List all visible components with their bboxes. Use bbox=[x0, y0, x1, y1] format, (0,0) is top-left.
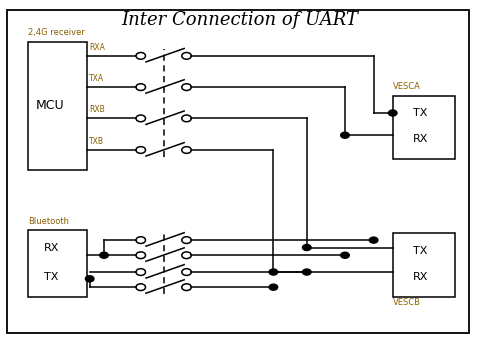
Text: TX: TX bbox=[44, 272, 59, 282]
Circle shape bbox=[302, 269, 311, 275]
Circle shape bbox=[388, 110, 397, 116]
Text: RXB: RXB bbox=[89, 105, 105, 114]
Text: RX: RX bbox=[413, 272, 428, 282]
Circle shape bbox=[341, 132, 349, 138]
Text: VESCB: VESCB bbox=[393, 298, 420, 307]
Circle shape bbox=[302, 244, 311, 251]
Circle shape bbox=[100, 252, 108, 258]
Text: RX: RX bbox=[44, 243, 59, 253]
Text: VESCA: VESCA bbox=[393, 82, 420, 91]
Circle shape bbox=[341, 252, 349, 258]
Text: RXA: RXA bbox=[89, 43, 105, 52]
Text: TXB: TXB bbox=[89, 137, 104, 146]
Text: TX: TX bbox=[413, 108, 428, 118]
Circle shape bbox=[85, 276, 94, 282]
Circle shape bbox=[269, 269, 278, 275]
Text: Bluetooth: Bluetooth bbox=[28, 217, 69, 226]
Text: TXA: TXA bbox=[89, 74, 104, 83]
Text: RX: RX bbox=[413, 134, 428, 144]
Circle shape bbox=[369, 237, 378, 243]
FancyBboxPatch shape bbox=[28, 230, 87, 297]
Text: TX: TX bbox=[413, 246, 428, 256]
FancyBboxPatch shape bbox=[7, 10, 469, 333]
FancyBboxPatch shape bbox=[393, 233, 455, 297]
FancyBboxPatch shape bbox=[393, 96, 455, 159]
Text: Inter Connection of UART: Inter Connection of UART bbox=[121, 11, 359, 29]
Text: MCU: MCU bbox=[36, 99, 64, 112]
Circle shape bbox=[269, 284, 278, 290]
FancyBboxPatch shape bbox=[28, 42, 87, 170]
Text: 2,4G receiver: 2,4G receiver bbox=[28, 28, 84, 37]
